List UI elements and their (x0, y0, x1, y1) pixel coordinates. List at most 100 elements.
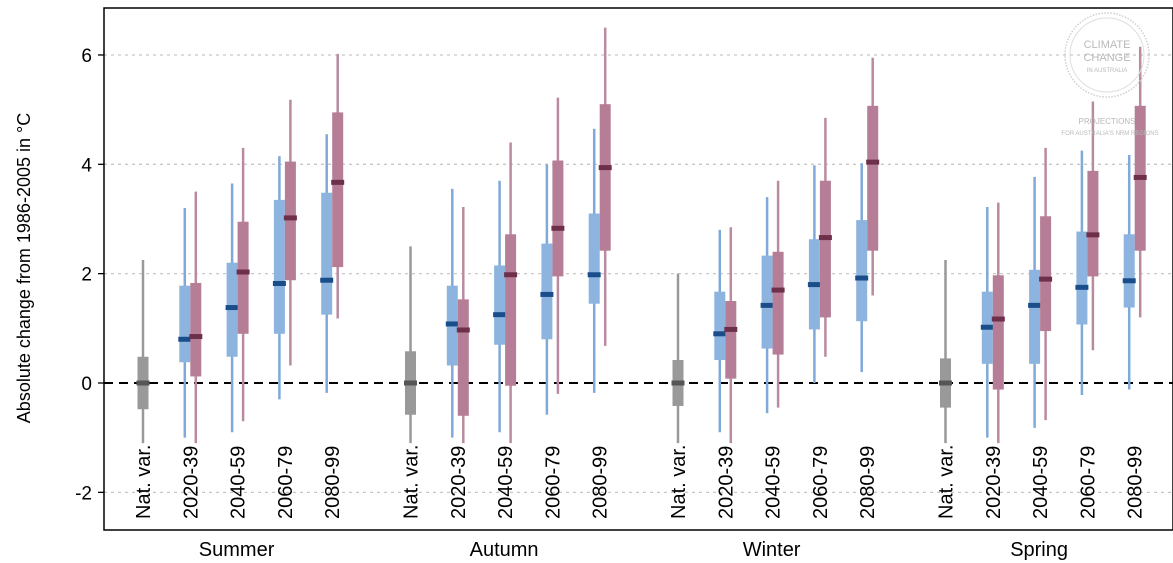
median-bar (551, 225, 565, 231)
median-bar (493, 312, 507, 318)
season-label: Spring (1010, 539, 1068, 561)
category-label: Nat. var. (401, 445, 423, 519)
box (237, 221, 249, 334)
median-bar (504, 272, 518, 278)
median-bar (1028, 302, 1042, 308)
box (494, 265, 506, 345)
category-label: 2040-59 (763, 446, 785, 519)
box (761, 255, 773, 349)
season-label: Autumn (470, 539, 539, 561)
median-bar (456, 327, 470, 333)
blue-box (1122, 155, 1136, 390)
purple-box (818, 117, 832, 357)
box (190, 282, 202, 377)
median-bar (272, 281, 286, 287)
blue-box (445, 188, 459, 438)
median-bar (991, 316, 1005, 322)
box (1123, 234, 1135, 308)
box (321, 192, 333, 315)
purple-box (598, 27, 612, 346)
box (1040, 216, 1052, 332)
median-bar (855, 275, 869, 281)
purple-box (189, 191, 203, 444)
category-label: 2080-99 (1125, 446, 1147, 519)
median-bar (445, 321, 459, 327)
nat-var-box (671, 273, 685, 444)
category-label: 2060-79 (1077, 446, 1099, 519)
median-bar (598, 165, 612, 171)
box (714, 291, 726, 361)
category-label: Nat. var. (668, 445, 690, 519)
category-label: 2020-39 (180, 446, 202, 519)
median-bar (189, 334, 203, 340)
box (273, 199, 285, 334)
box (992, 275, 1004, 390)
category-label: 2040-59 (228, 446, 250, 519)
median-bar (818, 235, 832, 241)
blue-box (1028, 176, 1042, 428)
blue-box (225, 183, 239, 433)
blue-box (760, 197, 774, 414)
purple-box (456, 206, 470, 444)
logo-line-climate: CLIMATE (1084, 39, 1131, 51)
category-label: 2080-99 (857, 446, 879, 519)
purple-box (1086, 101, 1100, 351)
y-tick-label: 6 (81, 46, 92, 67)
box (867, 105, 879, 251)
logo-line-regions: FOR AUSTRALIA'S NRM REGIONS (1061, 131, 1158, 137)
box (541, 243, 553, 340)
median-bar (1122, 278, 1136, 284)
box (552, 160, 564, 277)
blue-box (320, 134, 334, 393)
median-bar (807, 282, 821, 288)
median-bar (331, 179, 345, 185)
y-axis-label: Absolute change from 1986-2005 in °C (14, 113, 34, 423)
logo-line-change: CHANGE (1083, 52, 1130, 64)
box (179, 285, 191, 363)
category-label: 2060-79 (275, 446, 297, 519)
median-bar (760, 302, 774, 308)
category-label: 2060-79 (542, 446, 564, 519)
box (457, 299, 469, 416)
box (599, 104, 611, 251)
climate-change-logo: CLIMATE CHANGE IN AUSTRALIA PROJECTIONS … (1061, 12, 1159, 137)
median-bar (283, 215, 297, 221)
median-bar (540, 291, 554, 297)
blue-box (807, 165, 821, 383)
season-labels: Summer Autumn Winter Spring (199, 539, 1068, 561)
median-bar (939, 380, 952, 386)
category-label: 2080-99 (590, 446, 612, 519)
y-tick-label: 2 (81, 265, 92, 286)
median-bar (671, 380, 685, 386)
box (505, 234, 517, 386)
median-bar (724, 326, 738, 332)
box (819, 180, 831, 318)
purple-box (1133, 46, 1147, 318)
box (588, 213, 600, 304)
median-bar (225, 305, 239, 311)
box (332, 112, 344, 268)
median-bar (713, 331, 727, 337)
category-label: 2040-59 (1030, 446, 1052, 519)
purple-box (1039, 147, 1053, 421)
blue-box (713, 229, 727, 433)
blue-box (540, 164, 554, 415)
blue-box (587, 128, 601, 393)
logo-line-australia: IN AUSTRALIA (1087, 68, 1128, 74)
median-bar (587, 272, 601, 278)
box (1087, 170, 1099, 277)
median-bar (771, 287, 785, 293)
y-tick-label: 0 (81, 374, 92, 395)
season-label: Summer (199, 539, 275, 561)
category-label: 2020-39 (715, 446, 737, 519)
box (284, 161, 296, 281)
purple-box (236, 147, 250, 422)
category-label: 2020-39 (448, 446, 470, 519)
purple-box (504, 142, 518, 444)
median-bar (136, 380, 150, 386)
nat-var-box (404, 246, 417, 444)
blue-box (1075, 150, 1089, 396)
box (1029, 269, 1041, 364)
median-bar (404, 380, 417, 386)
